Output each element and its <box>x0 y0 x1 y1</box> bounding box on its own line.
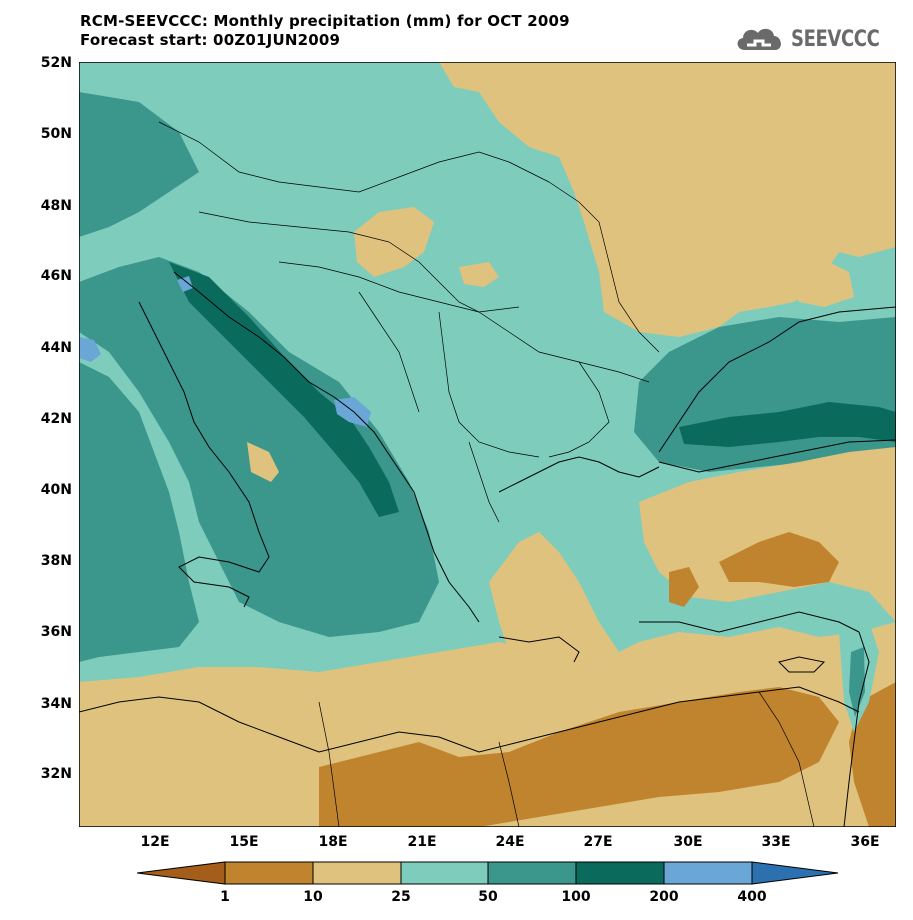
precip-50-100-alps <box>79 92 199 237</box>
lat-label-40n: 40N <box>40 482 72 498</box>
map-title-block: RCM-SEEVCCC: Monthly precipitation (mm) … <box>80 12 570 50</box>
colorbar-label-50: 50 <box>478 889 498 905</box>
coastlines <box>79 271 896 827</box>
forecast-start-label: Forecast start: 00Z01JUN2009 <box>80 31 341 49</box>
lat-label-36n: 36N <box>40 624 72 640</box>
colorbar-label-1: 1 <box>220 889 230 905</box>
precip-50-100-adriatic <box>79 257 439 637</box>
logo-text: SEEVCCC <box>791 26 880 52</box>
precipitation-map <box>78 61 897 828</box>
country-borders <box>158 121 815 827</box>
precip-10-25-romania-patch <box>459 262 499 287</box>
colorbar-segment-100-200 <box>575 861 665 885</box>
precip-1-10-anatolia <box>719 532 839 587</box>
colorbar-label-400: 400 <box>737 889 767 905</box>
colorbar-segment-25-50 <box>400 861 489 885</box>
lat-label-52n: 52N <box>40 55 72 71</box>
lat-label-50n: 50N <box>40 126 72 142</box>
precipitation-colorbar <box>136 861 839 885</box>
precip-10-25-hungary <box>354 207 434 277</box>
colorbar-segment-1-10 <box>224 861 314 885</box>
lon-label-18e: 18E <box>318 834 348 850</box>
lat-label-32n: 32N <box>40 766 72 782</box>
lon-label-15e: 15E <box>229 834 259 850</box>
precip-50-100-tyrrhenian <box>79 362 199 662</box>
precip-10-25-italy <box>247 442 279 482</box>
lon-label-27e: 27E <box>583 834 613 850</box>
lat-label-46n: 46N <box>40 268 72 284</box>
precip-100-200-black-sea <box>679 402 896 447</box>
map-title: RCM-SEEVCCC: Monthly precipitation (mm) … <box>80 12 570 30</box>
colorbar-segment-above-400 <box>751 861 839 885</box>
precip-200-400-corsica <box>79 337 101 362</box>
colorbar-label-200: 200 <box>649 889 679 905</box>
lat-label-38n: 38N <box>40 553 72 569</box>
precip-1-10-anatolia-south <box>669 567 699 607</box>
colorbar-label-25: 25 <box>391 889 411 905</box>
colorbar-segment-200-400 <box>663 861 753 885</box>
map-canvas <box>78 61 897 828</box>
colorbar-segment-below-1 <box>136 861 226 885</box>
colorbar-segment-10-25 <box>312 861 402 885</box>
lon-label-36e: 36E <box>850 834 880 850</box>
precip-10-25-turkey <box>639 447 896 622</box>
lon-label-33e: 33E <box>761 834 791 850</box>
precip-1-10-north-africa <box>319 687 839 827</box>
seevccc-logo: SEEVCCC <box>733 24 899 54</box>
precip-50-100-levant <box>849 647 865 717</box>
cloud-icon <box>737 28 782 50</box>
precip-200-400-istria <box>177 276 193 292</box>
precip-10-25-aegean <box>489 532 619 667</box>
lon-label-30e: 30E <box>673 834 703 850</box>
lat-label-34n: 34N <box>40 696 72 712</box>
colorbar-label-10: 10 <box>303 889 323 905</box>
colorbar-label-100: 100 <box>561 889 591 905</box>
colorbar-segment-50-100 <box>487 861 577 885</box>
lon-label-24e: 24E <box>495 834 525 850</box>
lon-label-21e: 21E <box>407 834 437 850</box>
lon-label-12e: 12E <box>140 834 170 850</box>
lat-label-48n: 48N <box>40 198 72 214</box>
lat-label-44n: 44N <box>40 340 72 356</box>
precip-10-25-crimea <box>779 257 854 307</box>
precip-100-200-adriatic <box>169 262 399 517</box>
lat-label-42n: 42N <box>40 411 72 427</box>
